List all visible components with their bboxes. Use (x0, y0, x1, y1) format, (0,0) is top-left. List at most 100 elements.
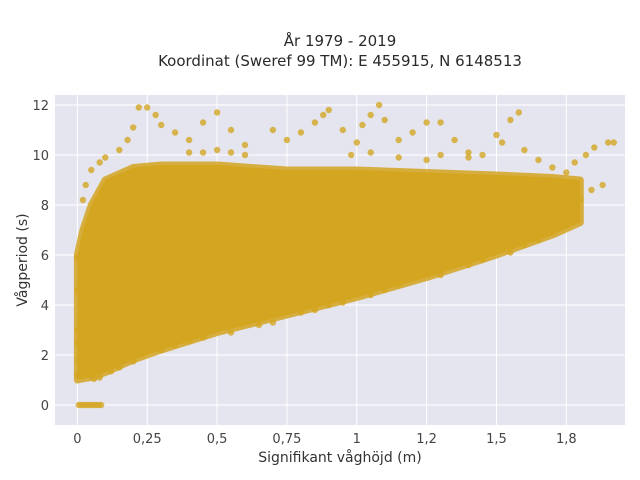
scatter-point-24 (199, 334, 207, 341)
scatter-point-60 (102, 154, 109, 161)
scatter-point-75 (283, 136, 291, 144)
dense-point-cloud (73, 161, 584, 384)
scatter-point-14 (75, 356, 83, 364)
scatter-point-85 (381, 116, 388, 124)
scatter-point-96 (515, 109, 522, 116)
scatter-point-74 (269, 126, 277, 134)
scatter-point-11 (74, 326, 81, 334)
scatter-point-62 (124, 136, 131, 144)
scatter-point-42 (563, 221, 570, 229)
y-tick-label-0: 0 (41, 399, 49, 414)
scatter-point-59 (96, 159, 103, 166)
scatter-point-57 (82, 181, 89, 189)
scatter-point-79 (325, 106, 332, 114)
scatter-point-17 (96, 374, 103, 381)
dense-cloud-region (73, 161, 584, 384)
scatter-point-26 (255, 321, 263, 329)
x-tick-label-7: 1,8 (556, 432, 577, 447)
scatter-point-23 (185, 338, 193, 345)
scatter-point-36 (465, 261, 472, 269)
scatter-point-70 (199, 119, 207, 126)
scatter-point-37 (479, 256, 486, 264)
scatter-point-49 (599, 181, 606, 189)
scatter-point-29 (311, 306, 319, 314)
scatter-point-71 (213, 109, 221, 116)
x-tick-label-2: 0,5 (207, 432, 228, 447)
scatter-point-20 (130, 358, 137, 365)
scatter-point-104 (227, 149, 235, 156)
x-tick-label-1: 0,25 (133, 432, 162, 447)
scatter-point-92 (479, 151, 486, 159)
x-tick-label-4: 1 (353, 432, 361, 447)
scatter-point-53 (549, 164, 556, 171)
scatter-point-19 (116, 364, 123, 371)
scatter-point-56 (79, 196, 87, 204)
scatter-point-86 (395, 136, 402, 144)
y-tick-label-6: 12 (32, 99, 49, 114)
scatter-point-69 (185, 136, 193, 144)
scatter-point-38 (507, 249, 514, 256)
scatter-point-45 (582, 151, 590, 159)
scatter-point-54 (535, 156, 542, 164)
y-tick-label-1: 2 (41, 349, 49, 364)
scatter-point-10 (74, 339, 81, 346)
scatter-point-9 (74, 371, 81, 379)
x-tick-label-5: 1,2 (416, 432, 437, 447)
y-tick-label-2: 4 (41, 299, 49, 314)
scatter-point-102 (348, 151, 355, 159)
y-tick-label-5: 10 (32, 149, 49, 164)
scatter-point-72 (227, 126, 235, 134)
scatter-point-93 (493, 131, 500, 139)
scatter-point-52 (563, 169, 570, 176)
scatter-point-47 (605, 139, 612, 146)
x-axis-title: Signifikant våghöjd (m) (258, 449, 421, 466)
scatter-point-34 (395, 281, 402, 289)
scatter-point-16 (90, 375, 98, 382)
scatter-point-97 (465, 154, 472, 161)
scatter-point-33 (381, 286, 388, 294)
scatter-point-103 (241, 151, 249, 159)
scatter-point-105 (213, 146, 221, 154)
scatter-point-35 (437, 271, 444, 279)
scatter-point-89 (437, 119, 444, 126)
scatter-point-68 (171, 129, 179, 136)
scatter-point-99 (423, 156, 430, 164)
scatter-point-98 (437, 151, 444, 159)
scatter-point-106 (199, 149, 207, 156)
chart-title-line-2: Koordinat (Sweref 99 TM): E 455915, N 61… (158, 52, 522, 70)
scatter-point-58 (88, 166, 95, 174)
chart-title-line-1: År 1979 - 2019 (284, 31, 397, 50)
x-tick-label-0: 0 (73, 432, 81, 447)
scatter-point-66 (152, 111, 159, 119)
scatter-point-39 (521, 241, 528, 249)
scatter-point-27 (269, 319, 277, 326)
scatter-point-13 (74, 254, 81, 261)
scatter-point-63 (130, 124, 137, 131)
scatter-point-80 (339, 126, 346, 134)
scatter-point-95 (507, 116, 514, 124)
x-tick-label-6: 1,5 (486, 432, 507, 447)
scatter-point-46 (591, 144, 598, 151)
scatter-point-61 (116, 146, 123, 154)
scatter-point-84 (375, 101, 383, 109)
scatter-points (74, 101, 617, 409)
scatter-point-100 (395, 154, 402, 161)
scatter-point-82 (359, 121, 366, 129)
y-tick-labels: 0 2 4 6 8 10 12 (32, 99, 49, 414)
scatter-point-55 (521, 146, 528, 154)
scatter-point-18 (107, 368, 115, 375)
scatter-point-28 (297, 309, 305, 316)
scatter-point-22 (171, 341, 179, 349)
x-tick-label-3: 0,75 (272, 432, 301, 447)
y-axis-title: Vågperiod (s) (14, 213, 31, 306)
scatter-point-107 (185, 149, 193, 156)
scatter-point-77 (311, 119, 319, 126)
y-tick-label-4: 8 (41, 199, 49, 214)
scatter-point-76 (297, 129, 305, 136)
scatter-point-44 (571, 159, 578, 166)
scatter-point-48 (610, 139, 617, 146)
scatter-point-12 (74, 286, 81, 294)
scatter-point-41 (549, 229, 556, 236)
scatter-point-91 (465, 149, 472, 156)
